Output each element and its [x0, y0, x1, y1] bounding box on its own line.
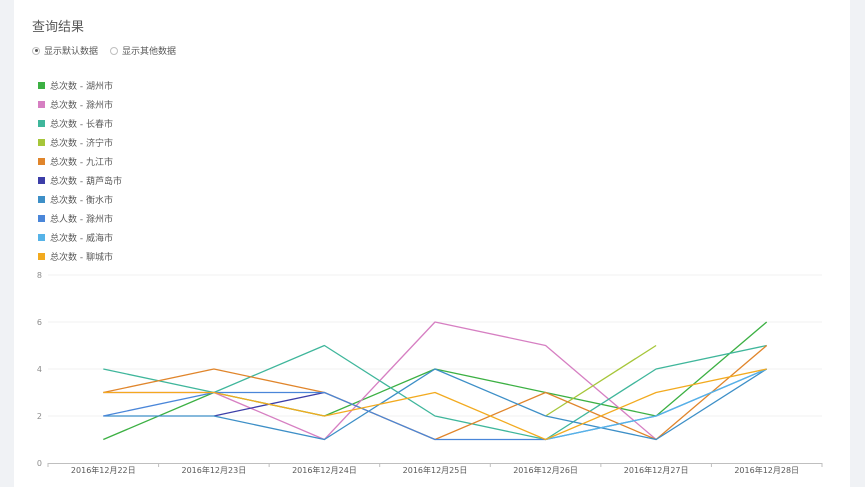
- radio-other-data-label: 显示其他数据: [122, 47, 177, 57]
- x-tick-label: 2016年12月28日: [734, 465, 799, 475]
- legend-swatch: [38, 158, 45, 165]
- series-line: [545, 344, 657, 417]
- radio-default-data[interactable]: 显示默认数据: [32, 44, 98, 57]
- series-line: [103, 321, 768, 441]
- y-tick-label: 4: [37, 365, 42, 374]
- data-mode-radio-group: 显示默认数据 显示其他数据: [32, 44, 188, 57]
- x-tick-label: 2016年12月22日: [71, 465, 136, 475]
- series-line: [103, 368, 767, 441]
- legend-item[interactable]: 总次数 - 湖州市: [38, 76, 122, 95]
- series-line: [545, 368, 767, 441]
- x-tick-label: 2016年12月25日: [403, 465, 468, 475]
- legend-label: 总次数 - 济宁市: [50, 139, 113, 149]
- legend-item[interactable]: 总次数 - 滁州市: [38, 95, 122, 114]
- legend-swatch: [38, 234, 45, 241]
- radio-default-data-label: 显示默认数据: [44, 47, 99, 57]
- legend-swatch: [38, 82, 45, 89]
- legend-item[interactable]: 总次数 - 葫芦岛市: [38, 171, 122, 190]
- y-tick-label: 0: [37, 459, 42, 468]
- legend-item[interactable]: 总次数 - 威海市: [38, 228, 122, 247]
- legend-swatch: [38, 139, 45, 146]
- x-tick-label: 2016年12月27日: [624, 465, 689, 475]
- legend-label: 总人数 - 滁州市: [50, 215, 113, 225]
- y-tick-label: 8: [37, 271, 42, 280]
- series-line: [103, 368, 768, 441]
- x-tick-label: 2016年12月24日: [292, 465, 357, 475]
- legend-item[interactable]: 总次数 - 济宁市: [38, 133, 122, 152]
- legend-item[interactable]: 总次数 - 长春市: [38, 114, 122, 133]
- legend-label: 总次数 - 滁州市: [50, 101, 113, 111]
- series-line: [103, 368, 767, 441]
- legend-swatch: [38, 177, 45, 184]
- legend-item[interactable]: 总次数 - 聊城市: [38, 247, 122, 266]
- legend-item[interactable]: 总次数 - 衡水市: [38, 190, 122, 209]
- chart-legend: 总次数 - 湖州市 总次数 - 滁州市 总次数 - 长春市 总次数 - 济宁市 总次数 …: [38, 76, 122, 266]
- panel-title: 查询结果: [32, 20, 85, 35]
- legend-item[interactable]: 总次数 - 九江市: [38, 152, 122, 171]
- x-tick-label: 2016年12月26日: [513, 465, 578, 475]
- legend-swatch: [38, 120, 45, 127]
- x-tick-label: 2016年12月23日: [181, 465, 246, 475]
- radio-unchecked-icon[interactable]: [110, 46, 119, 55]
- legend-label: 总次数 - 聊城市: [50, 253, 113, 263]
- legend-label: 总次数 - 威海市: [50, 234, 113, 244]
- legend-label: 总次数 - 湖州市: [50, 82, 113, 92]
- legend-item[interactable]: 总人数 - 滁州市: [38, 209, 122, 228]
- legend-label: 总次数 - 长春市: [50, 120, 113, 130]
- legend-label: 总次数 - 葫芦岛市: [50, 177, 122, 187]
- y-tick-label: 6: [37, 318, 42, 327]
- radio-other-data[interactable]: 显示其他数据: [110, 44, 176, 57]
- legend-label: 总次数 - 衡水市: [50, 196, 113, 206]
- legend-swatch: [38, 101, 45, 108]
- legend-swatch: [38, 196, 45, 203]
- legend-swatch: [38, 253, 45, 260]
- legend-swatch: [38, 215, 45, 222]
- radio-checked-icon[interactable]: [32, 46, 40, 55]
- legend-label: 总次数 - 九江市: [50, 158, 113, 168]
- y-tick-label: 2: [37, 412, 42, 421]
